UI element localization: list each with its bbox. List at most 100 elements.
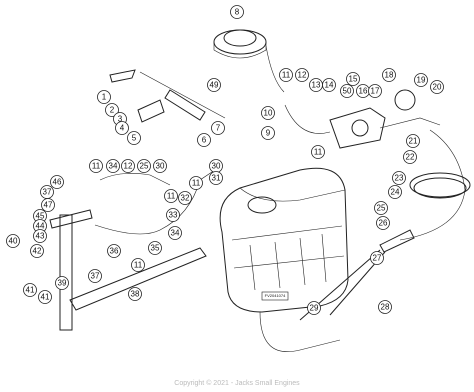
callout-circle	[261, 106, 275, 120]
callout-label: 11	[167, 192, 176, 201]
callout-circle	[55, 276, 69, 290]
callout-circle	[279, 68, 293, 82]
callout-circle	[230, 5, 244, 19]
callout-circle	[164, 189, 178, 203]
callout-circle	[131, 258, 145, 272]
callout-label: 43	[36, 232, 45, 241]
callout-circle	[322, 78, 336, 92]
callout-circle	[197, 133, 211, 147]
callout-label: 20	[433, 83, 442, 92]
callout-circle	[148, 241, 162, 255]
callout-label: 17	[371, 87, 380, 96]
callout-label: 46	[53, 178, 62, 187]
callout-circle	[38, 290, 52, 304]
callout-circle	[30, 244, 44, 258]
callout-circle	[392, 171, 406, 185]
callout-circle	[211, 121, 225, 135]
callout-label: 35	[151, 244, 160, 253]
callout-label: 1	[102, 93, 107, 102]
callout-label: 12	[124, 162, 133, 171]
callout-label: 34	[171, 229, 180, 238]
watermark: Copyright © 2021 - Jacks Small Engines	[174, 379, 300, 387]
callout-label: 11	[92, 162, 101, 171]
callout-label: 4	[120, 124, 125, 133]
callout-label: 25	[140, 162, 149, 171]
callout-label: 24	[391, 188, 400, 197]
callout-label: 18	[385, 71, 394, 80]
callout-label: 41	[41, 293, 50, 302]
callout-label: 31	[212, 174, 221, 183]
callout-label: 23	[395, 174, 404, 183]
callout-label: 37	[43, 188, 52, 197]
callout-label: 5	[132, 134, 137, 143]
callout-label: 29	[310, 304, 319, 313]
callout-label: 28	[381, 303, 390, 312]
callout-label: 38	[131, 290, 140, 299]
callout-circle	[261, 126, 275, 140]
callout-label: 47	[44, 201, 53, 210]
callout-circle	[374, 201, 388, 215]
callout-label: 30	[212, 162, 221, 171]
callout-circle	[166, 208, 180, 222]
callout-circle	[88, 269, 102, 283]
callout-label: 6	[202, 136, 207, 145]
callout-label: 41	[26, 286, 35, 295]
callout-circle	[106, 159, 120, 173]
drawing: FV2041074	[49, 29, 471, 352]
callout-circle	[295, 68, 309, 82]
callout-circle	[340, 84, 354, 98]
callout-circle	[153, 159, 167, 173]
callout-circle	[414, 73, 428, 87]
callout-label: 21	[409, 137, 418, 146]
callout-circle	[346, 72, 360, 86]
callout-circle	[128, 287, 142, 301]
callout-label: 32	[181, 194, 190, 203]
callout-circle	[368, 84, 382, 98]
callout-circle	[382, 68, 396, 82]
callout-circle	[311, 145, 325, 159]
callout-circle	[50, 175, 64, 189]
callout-label: 3	[118, 115, 123, 124]
callout-circle	[115, 121, 129, 135]
callout-circle	[23, 283, 37, 297]
callout-circle	[6, 234, 20, 248]
callout-label: 11	[314, 148, 323, 157]
callout-circle	[105, 103, 119, 117]
callout-circle	[430, 80, 444, 94]
callout-label: 26	[379, 219, 388, 228]
callout-label: 30	[156, 162, 165, 171]
callout-label: 22	[406, 153, 415, 162]
callout-circle	[406, 134, 420, 148]
callout-label: 14	[325, 81, 334, 90]
callout-label: 40	[9, 237, 18, 246]
callout-circle	[178, 191, 192, 205]
callout-circle	[89, 159, 103, 173]
callout-label: 49	[210, 81, 219, 90]
callout-circle	[127, 131, 141, 145]
callout-circle	[107, 244, 121, 258]
callout-circle	[168, 226, 182, 240]
callout-circle	[209, 171, 223, 185]
callout-circle	[137, 159, 151, 173]
callout-label: 50	[343, 87, 352, 96]
callout-label: 25	[377, 204, 386, 213]
callout-label: 16	[359, 87, 368, 96]
callout-label: 45	[36, 212, 45, 221]
callout-circle	[121, 159, 135, 173]
callout-label: 8	[235, 8, 240, 17]
callout-label: 27	[373, 254, 382, 263]
callout-label: 7	[216, 124, 221, 133]
callout-circle	[307, 301, 321, 315]
callout-label: 12	[298, 71, 307, 80]
callout-label: 42	[33, 247, 42, 256]
callout-label: 15	[349, 75, 358, 84]
callout-circle	[189, 176, 203, 190]
callout-label: 34	[109, 162, 118, 171]
callout-label: 33	[169, 211, 178, 220]
callout-label: 11	[192, 179, 201, 188]
callout-label: 10	[264, 109, 273, 118]
callout-label: 44	[36, 222, 45, 231]
callout-circle	[97, 90, 111, 104]
callout-label: 37	[91, 272, 100, 281]
